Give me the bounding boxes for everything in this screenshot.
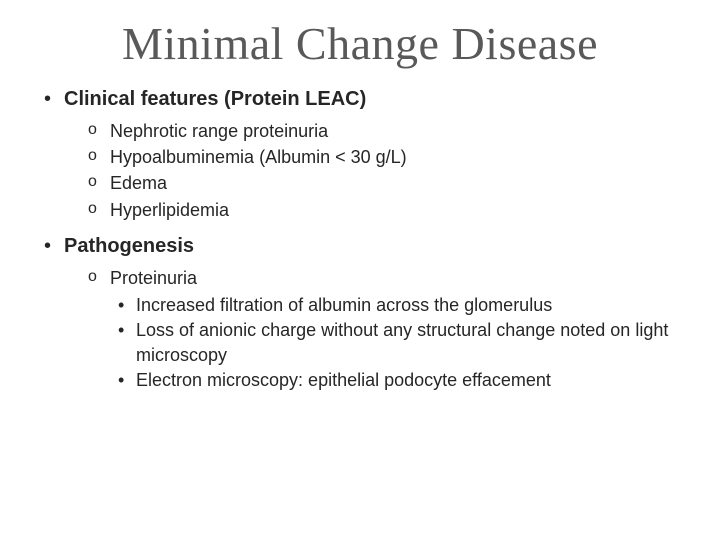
list-item-text: Loss of anionic charge without any struc… — [136, 320, 668, 365]
bullet-list-level1: Clinical features (Protein LEAC) Nephrot… — [36, 86, 684, 393]
section-heading: Clinical features (Protein LEAC) — [64, 88, 366, 110]
list-item: Electron microscopy: epithelial podocyte… — [110, 368, 684, 393]
list-item-text: Electron microscopy: epithelial podocyte… — [136, 370, 551, 390]
section-clinical-features: Clinical features (Protein LEAC) Nephrot… — [36, 86, 684, 222]
list-item: Proteinuria Increased filtration of albu… — [64, 265, 684, 394]
slide-title: Minimal Change Disease — [36, 20, 684, 68]
bullet-list-level3: Increased filtration of albumin across t… — [110, 293, 684, 394]
list-item: Hypoalbuminemia (Albumin < 30 g/L) — [64, 144, 684, 170]
list-item-text: Hypoalbuminemia (Albumin < 30 g/L) — [110, 147, 407, 167]
section-heading: Pathogenesis — [64, 235, 194, 257]
slide-container: { "slide": { "title": "Minimal Change Di… — [0, 0, 720, 540]
section-pathogenesis: Pathogenesis Proteinuria Increased filtr… — [36, 233, 684, 394]
list-item: Loss of anionic charge without any struc… — [110, 318, 684, 368]
list-item-text: Edema — [110, 173, 167, 193]
bullet-list-level2: Nephrotic range proteinuria Hypoalbumine… — [64, 118, 684, 222]
list-item-text: Nephrotic range proteinuria — [110, 121, 328, 141]
list-item-text: Increased filtration of albumin across t… — [136, 295, 552, 315]
list-item-text: Proteinuria — [110, 268, 197, 288]
list-item: Edema — [64, 170, 684, 196]
list-item: Increased filtration of albumin across t… — [110, 293, 684, 318]
list-item-text: Hyperlipidemia — [110, 200, 229, 220]
list-item: Nephrotic range proteinuria — [64, 118, 684, 144]
list-item: Hyperlipidemia — [64, 197, 684, 223]
bullet-list-level2: Proteinuria Increased filtration of albu… — [64, 265, 684, 394]
